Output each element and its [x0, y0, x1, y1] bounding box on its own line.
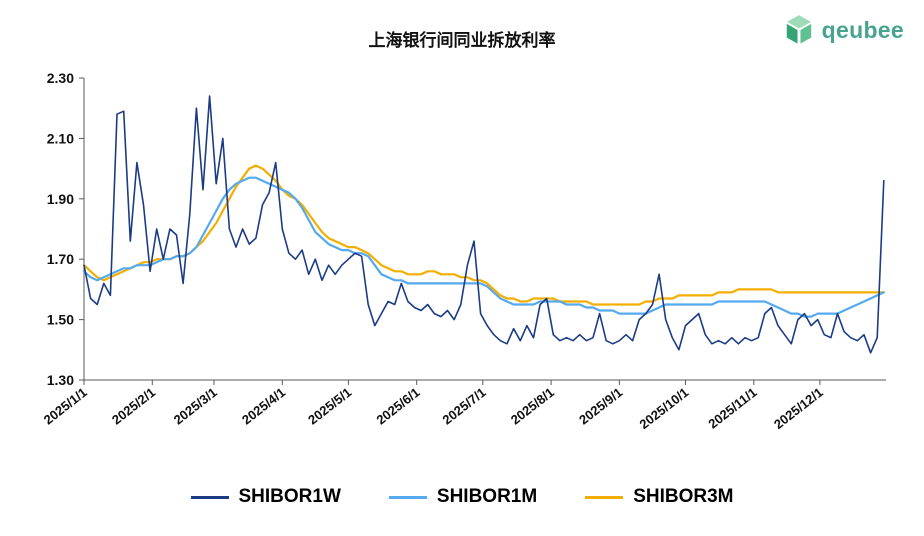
chart-title: 上海银行间同业拆放利率: [368, 31, 556, 50]
x-axis-label: 2025/12/1: [771, 385, 826, 432]
x-axis-label: 2025/10/1: [637, 385, 692, 432]
legend-item-SHIBOR3M: SHIBOR3M: [585, 486, 734, 508]
x-axis-label: 2025/4/1: [239, 385, 288, 428]
x-axis-label: 2025/11/1: [705, 385, 759, 432]
chart-legend: SHIBOR1W SHIBOR1M SHIBOR3M: [0, 486, 924, 508]
cube-logo-icon: [786, 15, 811, 44]
legend-swatch-SHIBOR1M: [388, 495, 427, 499]
x-axis-label: 2025/8/1: [508, 385, 557, 428]
x-axis-label: 2025/5/1: [305, 385, 354, 428]
series-line-SHIBOR1M: [82, 176, 885, 318]
y-axis-label: 2.10: [47, 130, 74, 146]
y-axis-label: 2.30: [47, 70, 74, 86]
x-axis-label: 2025/2/1: [109, 385, 158, 428]
legend-item-SHIBOR1M: SHIBOR1M: [388, 486, 538, 508]
legend-swatch-SHIBOR3M: [585, 495, 624, 499]
y-axis-label: 1.90: [47, 191, 74, 207]
axes: [83, 78, 886, 381]
x-axis-label: 2025/9/1: [576, 385, 625, 428]
x-axis-label: 2025/6/1: [373, 385, 422, 428]
series-line-SHIBOR1W: [83, 95, 885, 354]
legend-label: SHIBOR1W: [238, 486, 341, 507]
x-axis-label: 2025/3/1: [171, 385, 220, 428]
legend-item-SHIBOR1W: SHIBOR1W: [190, 486, 341, 508]
line-chart-canvas: 1.30 1.50 1.70 1.90 2.10 2.30 2025/1/1 2025/2/1…: [41, 70, 886, 432]
legend-label: SHIBOR3M: [633, 486, 734, 507]
legend-swatch-SHIBOR1W: [190, 495, 229, 499]
y-axis-label: 1.50: [47, 312, 74, 328]
y-axis-label: 1.30: [47, 372, 74, 388]
qeubee-logo: qeubee: [784, 14, 904, 46]
series-line-SHIBOR3M: [82, 164, 885, 306]
y-axis-label: 1.70: [47, 251, 74, 267]
x-axis-label: 2025/7/1: [440, 385, 489, 428]
legend-label: SHIBOR1M: [436, 486, 538, 507]
x-axis-label: 2025/1/1: [41, 385, 90, 428]
logo-text: qeubee: [821, 16, 904, 43]
